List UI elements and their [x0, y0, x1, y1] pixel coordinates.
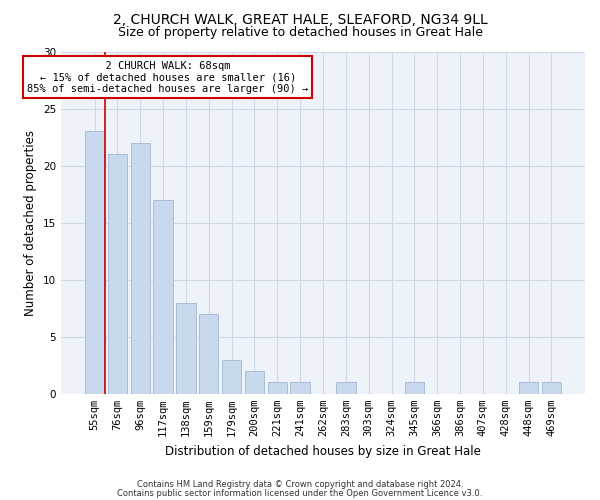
Bar [336, 382, 356, 394]
Text: 2, CHURCH WALK, GREAT HALE, SLEAFORD, NG34 9LL: 2, CHURCH WALK, GREAT HALE, SLEAFORD, NG… [113, 12, 487, 26]
Bar [131, 143, 150, 394]
Bar [199, 314, 218, 394]
Bar [222, 360, 241, 394]
Text: Contains HM Land Registry data © Crown copyright and database right 2024.: Contains HM Land Registry data © Crown c… [137, 480, 463, 489]
Text: 2 CHURCH WALK: 68sqm  
← 15% of detached houses are smaller (16)
85% of semi-det: 2 CHURCH WALK: 68sqm ← 15% of detached h… [27, 60, 308, 94]
Bar [519, 382, 538, 394]
Bar [85, 132, 104, 394]
Bar [245, 371, 264, 394]
Bar [107, 154, 127, 394]
Bar [542, 382, 561, 394]
Bar [290, 382, 310, 394]
X-axis label: Distribution of detached houses by size in Great Hale: Distribution of detached houses by size … [165, 444, 481, 458]
Bar [176, 302, 196, 394]
Text: Contains public sector information licensed under the Open Government Licence v3: Contains public sector information licen… [118, 488, 482, 498]
Bar [154, 200, 173, 394]
Bar [404, 382, 424, 394]
Y-axis label: Number of detached properties: Number of detached properties [25, 130, 37, 316]
Bar [268, 382, 287, 394]
Text: Size of property relative to detached houses in Great Hale: Size of property relative to detached ho… [118, 26, 482, 39]
